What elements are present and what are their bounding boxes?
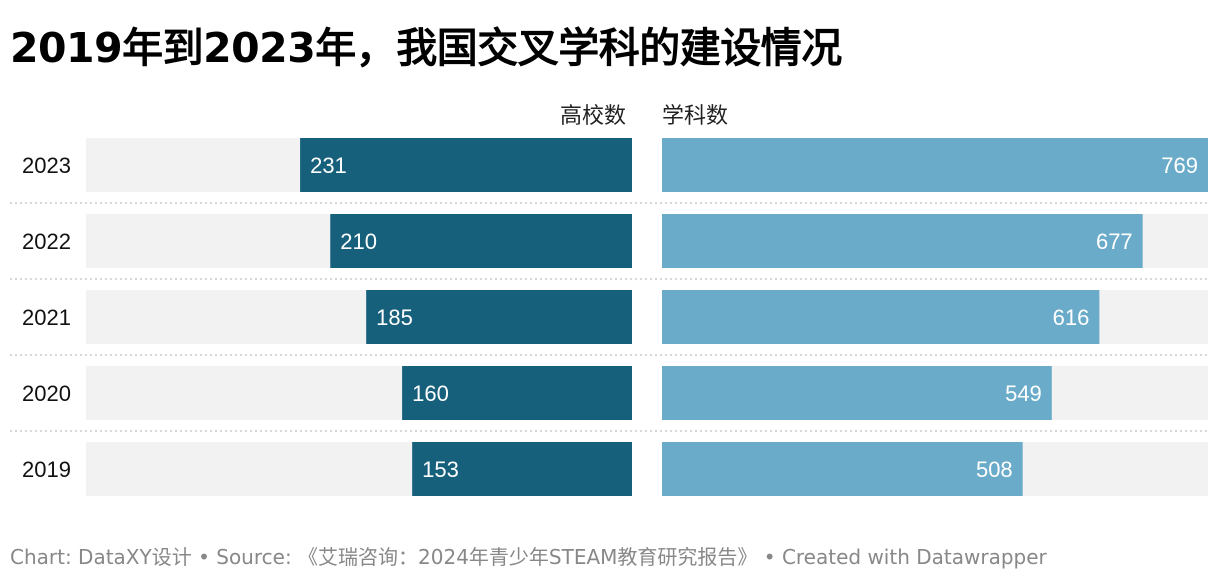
column-header-disciplines: 学科数 [662,104,729,129]
discipline-count-label: 508 [976,457,1013,482]
footer-chart-credit: Chart: DataXY设计 [10,545,192,569]
university-count-bar [402,366,632,420]
university-count-bar [300,138,632,192]
chart-title: 2019年到2023年，我国交叉学科的建设情况 [10,24,842,72]
discipline-count-label: 769 [1161,153,1198,178]
footer-separator: • [757,545,782,569]
university-count-label: 231 [310,153,347,178]
discipline-count-label: 549 [1005,381,1042,406]
column-header-universities: 高校数 [560,104,627,129]
university-count-bar [330,214,632,268]
discipline-count-bar [662,442,1023,496]
discipline-count-bar [662,366,1052,420]
university-count-bar [366,290,632,344]
footer-separator: • [191,545,217,569]
category-label: 2022 [22,229,71,254]
discipline-count-label: 616 [1053,305,1090,330]
university-count-label: 160 [412,381,449,406]
footer-source: Source: 《艾瑞咨询：2024年青少年STEAM教育研究报告》 [216,545,758,569]
category-label: 2021 [22,305,71,330]
chart-footer: Chart: DataXY设计 • Source: 《艾瑞咨询：2024年青少年… [10,541,1047,570]
discipline-count-bar [662,290,1100,344]
bar-chart: 2023 231 769 2022 210 677 2021 185 616 2020 160 549… [10,138,1208,496]
category-label: 2019 [22,457,71,482]
category-label: 2020 [22,381,71,406]
discipline-count-bar [662,214,1143,268]
university-count-label: 210 [340,229,377,254]
university-count-label: 185 [376,305,413,330]
discipline-count-bar [662,138,1208,192]
discipline-count-label: 677 [1096,229,1133,254]
university-count-bar [412,442,632,496]
university-count-label: 153 [422,457,459,482]
footer-created-with: Created with Datawrapper [781,545,1047,569]
category-label: 2023 [22,153,71,178]
